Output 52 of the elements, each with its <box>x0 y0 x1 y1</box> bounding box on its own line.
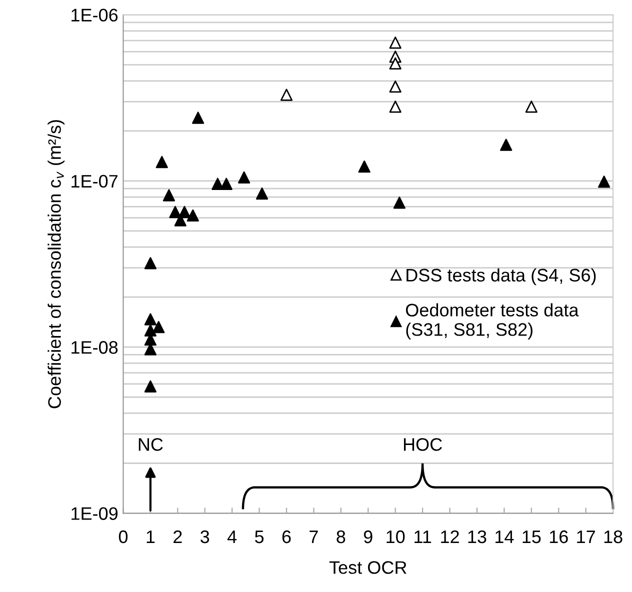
y-tick-label: 1E-07 <box>72 174 118 188</box>
point <box>192 112 204 124</box>
point <box>186 209 199 222</box>
y-tick-label: 1E-08 <box>72 341 118 354</box>
x-tick-label: 7 <box>310 530 318 544</box>
x-tick-label: 18 <box>604 530 622 544</box>
point <box>393 196 406 209</box>
point <box>156 156 168 168</box>
point <box>525 100 538 113</box>
legend-label: DSS tests data (S4, S6) <box>406 268 596 286</box>
x-tick-label: 4 <box>227 530 237 544</box>
point <box>598 176 610 188</box>
point <box>389 100 402 113</box>
x-tick-label: 14 <box>496 530 514 544</box>
point <box>144 324 157 337</box>
x-tick-label: 0 <box>118 530 128 544</box>
x-tick-label: 9 <box>364 530 372 544</box>
annotation: NC <box>138 438 163 451</box>
point <box>358 160 370 173</box>
y-tick-label: 1E-06 <box>72 8 118 22</box>
y-axis-title: Coefficient of consolidation c$_{v}$ (m²/s) <box>48 120 64 408</box>
point <box>144 380 157 392</box>
point <box>389 57 402 70</box>
x-tick-label: 1 <box>146 530 155 544</box>
point <box>256 187 268 200</box>
point <box>178 206 191 218</box>
x-tick-label: 6 <box>282 530 291 544</box>
x-tick-label: 13 <box>468 530 486 544</box>
point <box>162 189 176 202</box>
x-axis-title: Test OCR <box>329 561 406 574</box>
point <box>152 321 165 334</box>
x-tick-label: 5 <box>254 530 264 544</box>
x-tick-label: 17 <box>577 530 595 544</box>
x-tick-label: 15 <box>522 530 541 544</box>
x-tick-label: 12 <box>441 530 459 544</box>
point <box>169 206 182 218</box>
point <box>280 88 293 101</box>
legend-label: Oedometer tests data (S31, S81, S82) <box>406 303 579 340</box>
point <box>238 171 250 184</box>
annotation: HOC <box>404 438 442 451</box>
x-tick-label: 3 <box>200 530 210 544</box>
y-tick-label: 1E-09 <box>72 507 118 520</box>
x-tick-label: 8 <box>336 530 346 544</box>
point <box>144 313 157 326</box>
point <box>389 36 402 49</box>
point <box>144 257 157 270</box>
x-tick-label: 10 <box>386 530 405 544</box>
x-tick-label: 11 <box>414 530 432 544</box>
x-tick-label: 16 <box>550 530 568 544</box>
point <box>389 80 402 93</box>
point <box>500 138 512 151</box>
x-tick-label: 2 <box>174 530 182 544</box>
